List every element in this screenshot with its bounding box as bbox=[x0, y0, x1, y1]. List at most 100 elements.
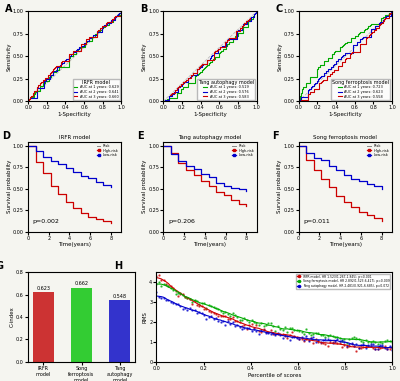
Point bbox=[194, 302, 200, 308]
Point bbox=[363, 345, 369, 351]
Point bbox=[360, 344, 367, 351]
Point bbox=[320, 332, 326, 338]
Point bbox=[160, 280, 167, 287]
Point bbox=[318, 332, 324, 338]
Point bbox=[339, 337, 345, 343]
Point bbox=[275, 330, 281, 336]
Point bbox=[289, 334, 295, 340]
Point bbox=[263, 329, 269, 335]
Point bbox=[313, 336, 319, 342]
Point bbox=[275, 323, 281, 329]
Point bbox=[363, 338, 369, 344]
Point bbox=[203, 306, 210, 312]
Legend: AUC at 1 years: 0.519, AUC at 2 years: 0.576, AUC at 3 years: 0.583: AUC at 1 years: 0.519, AUC at 2 years: 0… bbox=[196, 79, 255, 99]
Point bbox=[251, 319, 257, 325]
Point bbox=[180, 306, 186, 312]
Point bbox=[370, 338, 376, 344]
Point bbox=[163, 282, 169, 288]
Point bbox=[377, 345, 383, 351]
Point bbox=[215, 318, 222, 324]
Point bbox=[279, 331, 286, 337]
Point bbox=[329, 333, 336, 339]
Point bbox=[153, 289, 160, 295]
Point bbox=[165, 283, 172, 289]
Point bbox=[367, 339, 374, 345]
Text: 0.548: 0.548 bbox=[113, 294, 127, 299]
Point bbox=[248, 328, 255, 334]
Point bbox=[163, 297, 169, 303]
Point bbox=[327, 338, 333, 344]
Point bbox=[374, 341, 381, 347]
Point bbox=[322, 333, 328, 339]
Point bbox=[277, 331, 283, 337]
Point bbox=[270, 323, 276, 329]
Point bbox=[389, 347, 395, 354]
Text: p=0.002: p=0.002 bbox=[33, 219, 60, 224]
Text: p=0.011: p=0.011 bbox=[303, 219, 330, 224]
Point bbox=[246, 325, 252, 331]
Point bbox=[208, 303, 214, 309]
Point bbox=[220, 318, 226, 324]
Point bbox=[339, 344, 345, 351]
Point bbox=[294, 335, 300, 341]
Point bbox=[284, 329, 290, 335]
Point bbox=[315, 330, 322, 336]
Point bbox=[256, 328, 262, 334]
Point bbox=[253, 320, 260, 326]
Point bbox=[184, 295, 190, 301]
Point bbox=[198, 303, 205, 309]
Point bbox=[282, 332, 288, 338]
Point bbox=[279, 327, 286, 333]
Text: A: A bbox=[5, 4, 12, 14]
Point bbox=[184, 295, 190, 301]
Point bbox=[327, 339, 333, 345]
Point bbox=[348, 335, 355, 341]
Point bbox=[203, 305, 210, 311]
Point bbox=[253, 322, 260, 328]
Point bbox=[168, 283, 174, 289]
Point bbox=[201, 300, 207, 306]
Point bbox=[303, 333, 310, 339]
Point bbox=[353, 341, 360, 347]
Point bbox=[263, 322, 269, 328]
Point bbox=[348, 341, 355, 347]
Point bbox=[367, 343, 374, 349]
Bar bbox=[109, 300, 130, 362]
Point bbox=[329, 340, 336, 346]
Point bbox=[260, 322, 267, 328]
Point bbox=[286, 325, 293, 331]
Point bbox=[389, 344, 395, 350]
Point bbox=[324, 336, 331, 342]
Point bbox=[172, 301, 179, 307]
Point bbox=[313, 330, 319, 336]
Point bbox=[213, 311, 219, 317]
Point bbox=[336, 335, 343, 341]
Point bbox=[158, 277, 164, 283]
Point bbox=[282, 324, 288, 330]
Point bbox=[315, 337, 322, 343]
Point bbox=[251, 325, 257, 331]
Point bbox=[258, 327, 264, 333]
Point bbox=[277, 332, 283, 338]
Bar bbox=[33, 292, 54, 362]
Point bbox=[232, 312, 238, 318]
Point bbox=[258, 320, 264, 326]
Point bbox=[191, 307, 198, 313]
Point bbox=[206, 314, 212, 320]
Point bbox=[291, 333, 298, 339]
Point bbox=[180, 292, 186, 298]
Point bbox=[198, 300, 205, 306]
Point bbox=[201, 306, 207, 312]
Point bbox=[175, 290, 181, 296]
Point bbox=[172, 288, 179, 294]
Point bbox=[230, 319, 236, 325]
Point bbox=[182, 294, 188, 300]
Point bbox=[310, 331, 317, 337]
Text: 0.662: 0.662 bbox=[74, 282, 88, 287]
Text: D: D bbox=[2, 131, 10, 141]
Point bbox=[334, 334, 340, 340]
Point bbox=[196, 301, 202, 307]
Point bbox=[351, 343, 357, 349]
Point bbox=[365, 339, 372, 345]
Point bbox=[201, 312, 207, 318]
